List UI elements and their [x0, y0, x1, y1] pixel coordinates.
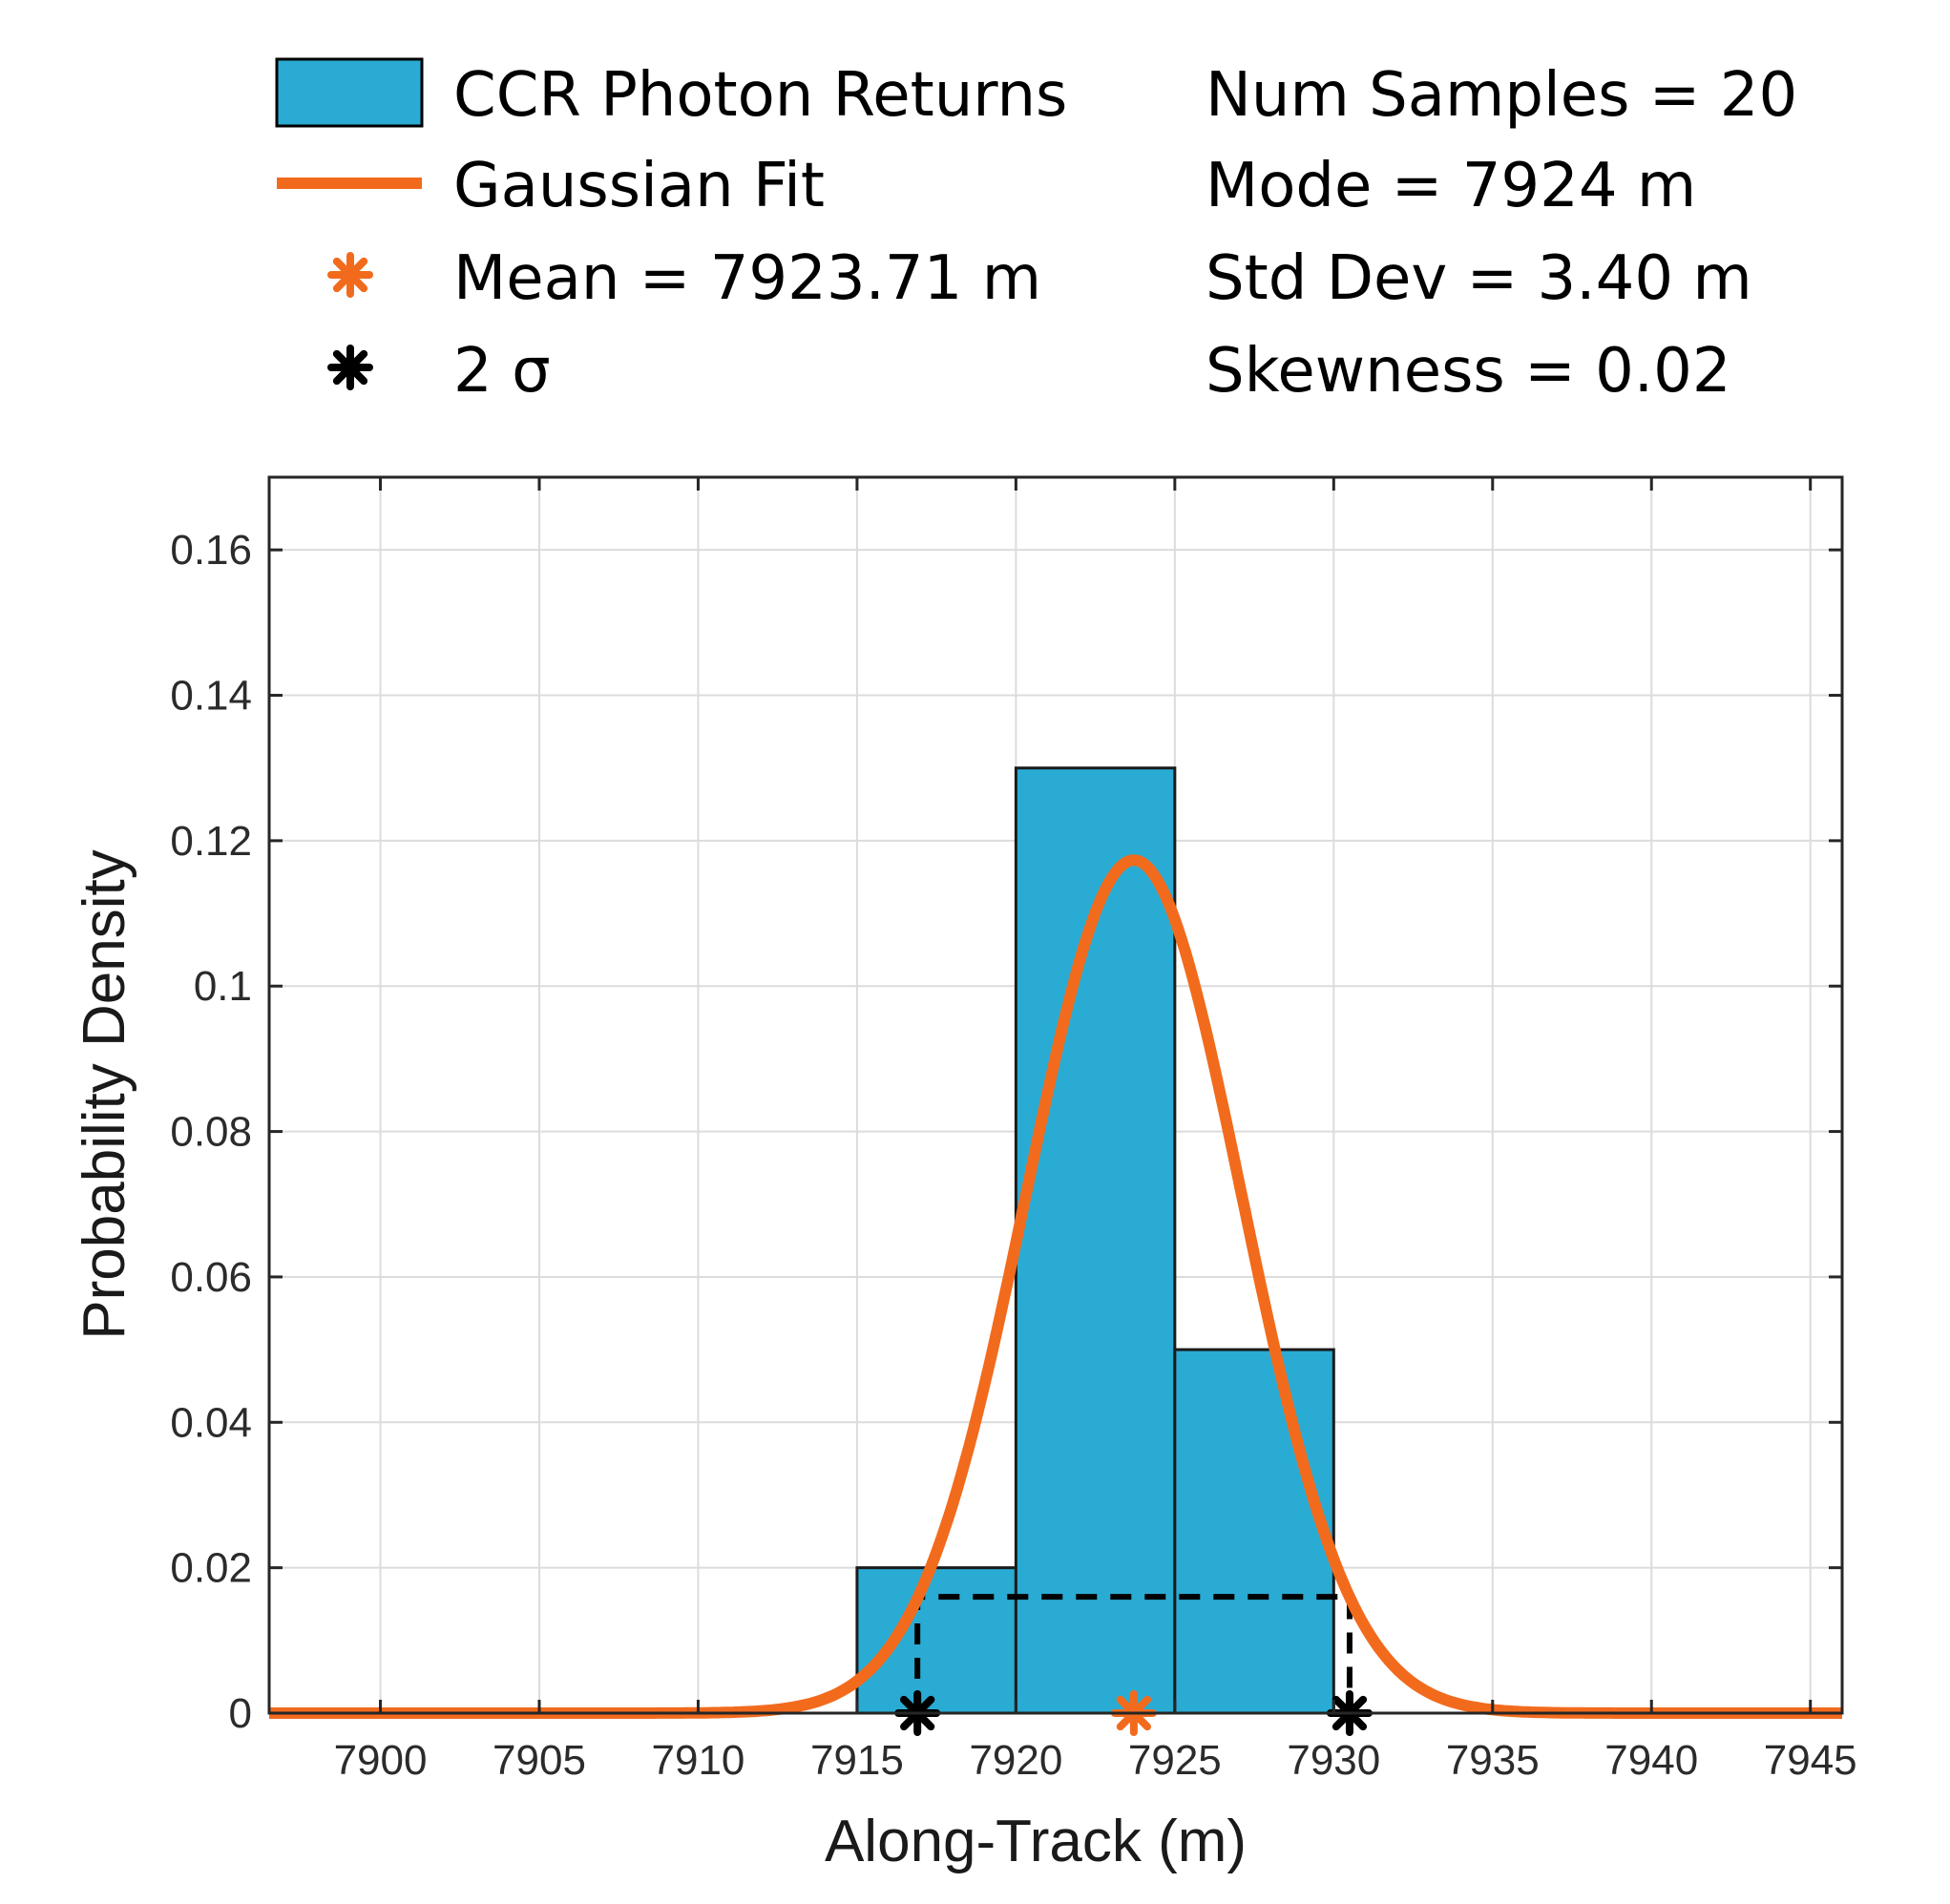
stat-num-samples: Num Samples = 20	[1206, 60, 1797, 131]
y-tick-label: 0.06	[170, 1254, 252, 1301]
legend-mean-asterisk-stroke	[332, 257, 368, 293]
histogram-bars	[855, 766, 1335, 1715]
plot-frame	[267, 475, 1844, 1715]
x-tick-label: 7930	[1287, 1737, 1380, 1784]
y-tick-label: 0.08	[170, 1109, 252, 1156]
x-tick-label: 7905	[493, 1737, 586, 1784]
legend-sigma-asterisk	[327, 345, 373, 390]
legend-sigma-marker	[327, 345, 373, 390]
y-tick-label: 0.04	[170, 1399, 252, 1446]
legend-mean-marker	[327, 252, 373, 298]
y-tick-label: 0.02	[170, 1545, 252, 1592]
stat-mode: Mode = 7924 m	[1206, 151, 1696, 221]
axis-ticks	[269, 477, 1842, 1715]
stat-std-dev: Std Dev = 3.40 m	[1206, 243, 1752, 314]
legend-histogram-label: CCR Photon Returns	[453, 60, 1067, 131]
legend-histogram-swatch	[275, 57, 424, 128]
legend-mean-asterisk	[327, 252, 373, 298]
y-tick-label: 0.16	[170, 527, 252, 574]
histogram-bar	[1173, 1348, 1335, 1715]
tick-labels: 7900 7905 7910 7915 7920 7925 7930 7935 7940 7945…	[170, 527, 1856, 1784]
y-tick-label: 0	[229, 1690, 252, 1737]
legend-mean-label: Mean = 7923.71 m	[453, 243, 1041, 314]
x-tick-label: 7910	[652, 1737, 745, 1784]
x-axis-title: Along-Track (m)	[825, 1809, 1247, 1874]
histogram-bar	[855, 1566, 1017, 1715]
stat-skewness: Skewness = 0.02	[1206, 336, 1731, 407]
x-tick-label: 7940	[1604, 1737, 1698, 1784]
x-tick-label: 7920	[969, 1737, 1062, 1784]
y-axis-title: Probability Density	[72, 849, 137, 1339]
x-tick-label: 7925	[1128, 1737, 1222, 1784]
y-tick-label: 0.14	[170, 673, 252, 720]
legend-sigma-label: 2 σ	[453, 336, 551, 407]
x-tick-label: 7935	[1446, 1737, 1540, 1784]
legend-fit-label: Gaussian Fit	[453, 151, 825, 221]
legend: CCR Photon Returns Gaussian Fit Mean = 7…	[275, 57, 1797, 407]
x-tick-label: 7915	[810, 1737, 904, 1784]
y-tick-label: 0.1	[194, 963, 252, 1010]
legend-sigma-asterisk-stroke	[332, 349, 368, 386]
y-tick-label: 0.12	[170, 818, 252, 865]
x-tick-label: 7945	[1764, 1737, 1857, 1784]
x-tick-label: 7900	[334, 1737, 428, 1784]
